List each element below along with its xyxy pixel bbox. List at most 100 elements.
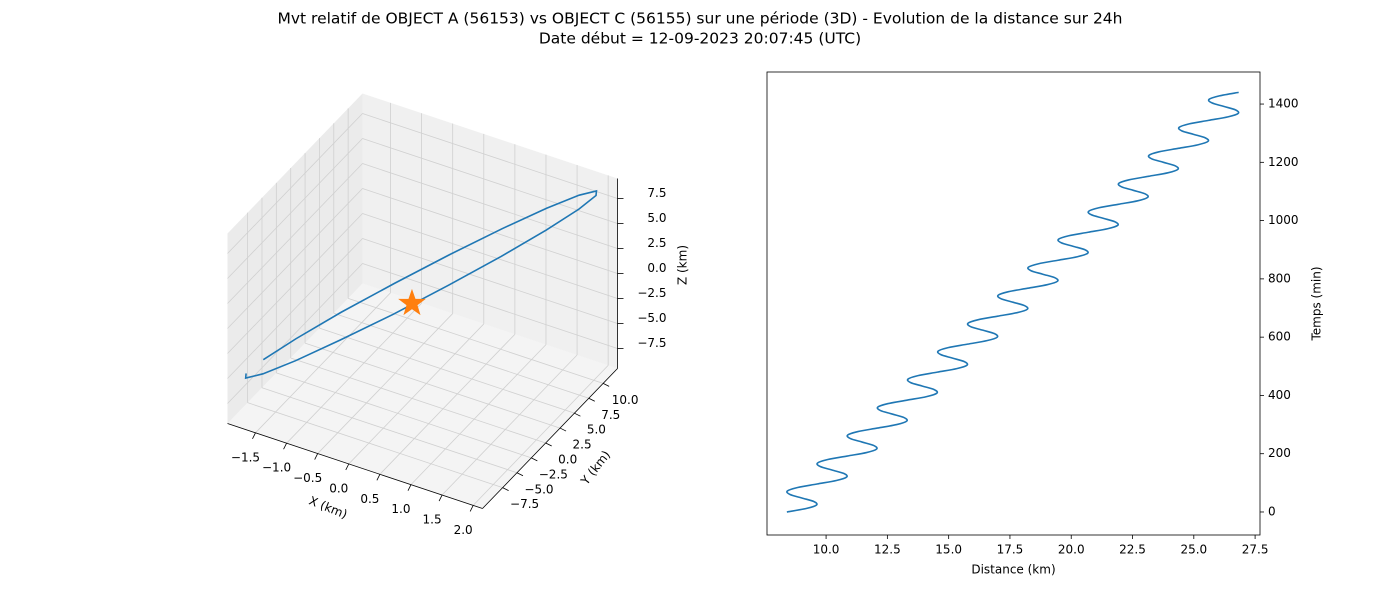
z-tick-label: 0.0	[647, 261, 666, 275]
y-tick	[502, 487, 509, 492]
grid-line	[286, 302, 422, 444]
grid-line	[276, 372, 532, 459]
z-tick-label: 5.0	[647, 211, 666, 225]
grid-line	[317, 313, 453, 454]
z-axis-label: Z (km)	[676, 245, 690, 285]
x-tick	[376, 474, 381, 481]
grid-line	[227, 113, 363, 254]
x-tick-label: 25.0	[1180, 543, 1207, 557]
grid-line	[261, 387, 518, 474]
z-tick-label: 2.5	[647, 236, 666, 250]
y-tick-label: −5.0	[524, 482, 553, 496]
y-tick-label: 0.0	[558, 452, 577, 466]
y-tick	[545, 442, 552, 447]
x-tick	[283, 443, 287, 450]
grid-line	[333, 312, 589, 399]
x-axis-label: Distance (km)	[971, 563, 1055, 577]
y-tick-label: 1400	[1268, 97, 1299, 111]
z-tick-label: −2.5	[637, 286, 666, 300]
grid-line	[379, 334, 516, 475]
grid-line	[441, 354, 578, 496]
x-tick	[469, 505, 474, 512]
grid-line	[362, 138, 618, 224]
y-tick	[516, 472, 524, 477]
y-tick	[531, 457, 538, 462]
x-tick-label: −1.5	[231, 450, 260, 464]
x-tick-label: 1.5	[423, 513, 442, 527]
grid-line	[410, 344, 547, 485]
y-axis-label: Temps (min)	[1310, 266, 1324, 341]
y-tick-label: 1200	[1268, 155, 1299, 169]
x-axis-label: X (km)	[307, 494, 349, 522]
y-tick-label: 400	[1268, 388, 1291, 402]
grid-line	[227, 263, 363, 404]
x-tick-label: −0.5	[293, 471, 322, 485]
grid-line	[472, 365, 609, 506]
y-tick-label: 1000	[1268, 213, 1299, 227]
x-tick-label: 17.5	[997, 543, 1024, 557]
y-axis-line	[482, 368, 618, 509]
x-tick	[252, 432, 256, 440]
y-tick	[602, 383, 610, 387]
x-tick-label: 22.5	[1119, 543, 1146, 557]
y-tick-label: 7.5	[601, 408, 620, 422]
grid-line	[227, 188, 363, 329]
x-tick-label: 27.5	[1242, 543, 1269, 557]
x-tick-label: 0.5	[360, 492, 379, 506]
x-axis-line	[227, 423, 483, 509]
orbit-line	[244, 189, 598, 380]
x-tick-label: 15.0	[935, 543, 962, 557]
x-tick	[314, 453, 319, 460]
x-tick-label: 20.0	[1058, 543, 1085, 557]
grid-line	[362, 188, 618, 274]
y-tick-label: −2.5	[539, 467, 568, 481]
x-tick-label: 0.0	[329, 481, 348, 495]
grid-line	[247, 402, 503, 489]
y-tick-label: 200	[1268, 446, 1291, 460]
grid-line	[348, 298, 604, 384]
z-tick-label: −5.0	[637, 311, 666, 325]
z-tick-label: −7.5	[637, 336, 666, 350]
grid-line	[362, 238, 618, 324]
figure-title: Mvt relatif de OBJECT A (56153) vs OBJEC…	[277, 10, 1122, 28]
grid-line	[227, 213, 363, 354]
y-tick-label: −7.5	[510, 497, 539, 511]
z-tick-label: 7.5	[647, 186, 666, 200]
grid-line	[362, 163, 618, 249]
star-marker	[398, 288, 426, 316]
grid-line	[227, 163, 363, 304]
y-tick-label: 600	[1268, 330, 1291, 344]
x-tick	[407, 484, 412, 491]
x-tick	[345, 463, 350, 471]
grid-line	[319, 327, 575, 414]
y-tick-label: 10.0	[612, 393, 639, 407]
distance-line	[786, 91, 1240, 513]
y-tick-label: 0	[1268, 504, 1276, 518]
y-tick-label: 2.5	[573, 438, 592, 452]
floor-pane	[227, 283, 618, 509]
grid-line	[362, 113, 618, 199]
x-tick	[438, 494, 443, 502]
y-tick	[588, 397, 595, 402]
grid-line	[227, 238, 363, 379]
x-tick-label: 2.0	[454, 523, 473, 537]
grid-line	[227, 138, 363, 279]
x-tick-label: −1.0	[262, 461, 291, 475]
y-tick-label: 800	[1268, 271, 1291, 285]
y-axis-label: Y (km)	[577, 448, 613, 488]
x-tick-label: 10.0	[813, 543, 840, 557]
figure-subtitle: Date début = 12-09-2023 20:07:45 (UTC)	[539, 30, 861, 48]
grid-line	[255, 292, 391, 434]
grid-line	[290, 357, 546, 444]
y-tick-label: 5.0	[587, 423, 606, 437]
y-tick	[574, 412, 581, 417]
x-tick-label: 12.5	[874, 543, 901, 557]
plot-frame	[766, 71, 1261, 536]
grid-line	[304, 342, 561, 429]
grid-line	[348, 323, 485, 465]
x-tick-label: 1.0	[391, 502, 410, 516]
grid-line	[362, 213, 618, 299]
y-tick	[559, 427, 567, 432]
